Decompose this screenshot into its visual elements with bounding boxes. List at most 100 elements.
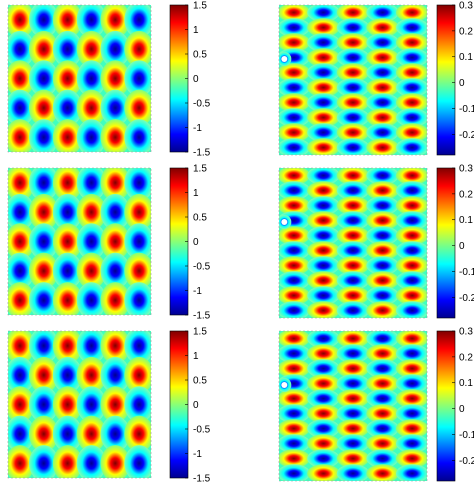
heatmap-cell bbox=[124, 356, 151, 394]
heatmap-panel-left-top: 1.5 1 0.5 0 -0.5 -1 -1.5 bbox=[0, 0, 237, 160]
colorbar bbox=[436, 4, 456, 156]
heatmap-cells bbox=[279, 168, 427, 318]
heatmap-cell bbox=[395, 301, 427, 318]
heatmap-cell bbox=[279, 138, 311, 155]
heatmap-cell bbox=[336, 331, 370, 348]
heatmap-cell bbox=[307, 93, 340, 112]
heatmap-cell bbox=[279, 359, 311, 378]
heatmap-cell bbox=[307, 271, 340, 290]
heatmap-cell bbox=[395, 168, 427, 185]
colorbar-tick-label: -0.5 bbox=[193, 99, 211, 110]
colorbar-tick-label: 0 bbox=[193, 237, 199, 248]
heatmap-cell bbox=[307, 123, 340, 142]
heatmap-cell bbox=[307, 331, 340, 348]
heatmap-cell bbox=[28, 193, 59, 231]
heatmap-cell bbox=[8, 5, 35, 38]
colorbar-tick-label: -0.1 bbox=[459, 104, 474, 115]
heatmap-cell bbox=[336, 464, 370, 481]
heatmap-cell bbox=[28, 252, 59, 290]
heatmap-cell bbox=[307, 464, 340, 481]
colorbar-tick-label: -0.5 bbox=[193, 425, 211, 436]
heatmap-cell bbox=[28, 415, 59, 453]
heatmap-cell bbox=[336, 241, 370, 260]
heatmap-cell bbox=[307, 449, 340, 468]
heatmap-cell bbox=[76, 282, 107, 315]
heatmap-cell bbox=[28, 223, 59, 260]
colorbar-tick-label: -0.2 bbox=[459, 130, 474, 141]
heatmap-cell bbox=[307, 286, 340, 305]
heatmap-cell bbox=[307, 344, 340, 363]
heatmap-cell bbox=[279, 286, 311, 305]
heatmap-cell bbox=[366, 241, 399, 260]
heatmap-cell bbox=[336, 108, 370, 127]
colorbar-tick-label: 1.5 bbox=[193, 1, 207, 12]
heatmap-cell bbox=[395, 123, 427, 142]
heatmap-cell bbox=[336, 123, 370, 142]
heatmap-cell bbox=[395, 389, 427, 408]
heatmap-cell bbox=[307, 419, 340, 438]
heatmap-cell bbox=[8, 223, 35, 260]
heatmap-cell bbox=[8, 386, 35, 423]
colorbar bbox=[436, 167, 456, 319]
heatmap-defect-core bbox=[281, 382, 288, 388]
heatmap-cell bbox=[395, 63, 427, 82]
heatmap-cell bbox=[28, 386, 59, 423]
heatmap-cell bbox=[366, 5, 399, 22]
heatmap-cell bbox=[366, 404, 399, 423]
heatmap-cell bbox=[28, 168, 59, 201]
colorbar-tick-label: 0 bbox=[193, 400, 199, 411]
colorbar-tick-label: -0.2 bbox=[459, 293, 474, 304]
heatmap-cells bbox=[8, 5, 151, 152]
heatmap-cell bbox=[395, 419, 427, 438]
heatmap-cell bbox=[100, 30, 131, 68]
heatmap-cell bbox=[8, 356, 35, 394]
heatmap-cell bbox=[279, 93, 311, 112]
heatmap-cell bbox=[76, 119, 107, 152]
heatmap-cells bbox=[8, 331, 151, 478]
heatmap-cell bbox=[336, 181, 370, 200]
heatmap-cell bbox=[279, 301, 311, 318]
heatmap-cell bbox=[307, 256, 340, 275]
heatmap-cell bbox=[366, 168, 399, 185]
heatmap-cell bbox=[8, 331, 35, 364]
heatmap-cell bbox=[124, 331, 151, 364]
colorbar-tick-label: -0.1 bbox=[459, 430, 474, 441]
heatmap-cell bbox=[279, 123, 311, 142]
colorbar-tick-label: 0.3 bbox=[459, 327, 473, 338]
heatmap-cell bbox=[279, 241, 311, 260]
heatmap-cell bbox=[76, 168, 107, 201]
heatmap-cell bbox=[279, 168, 311, 185]
heatmap-cell bbox=[395, 404, 427, 423]
heatmap-cell bbox=[336, 449, 370, 468]
heatmap-cell bbox=[100, 415, 131, 453]
colorbar-tick-label: 0.1 bbox=[459, 215, 473, 226]
plot-frame bbox=[7, 167, 152, 316]
heatmap-cell bbox=[100, 5, 131, 38]
heatmap-cell bbox=[100, 252, 131, 290]
heatmap-cell bbox=[395, 33, 427, 52]
heatmap-cell bbox=[336, 18, 370, 37]
heatmap-cell bbox=[8, 252, 35, 290]
heatmap-cell bbox=[366, 33, 399, 52]
heatmap-cell bbox=[366, 196, 399, 215]
heatmap-cell bbox=[28, 119, 59, 152]
heatmap-cell bbox=[395, 434, 427, 453]
heatmap-cell bbox=[366, 389, 399, 408]
heatmap-cell bbox=[279, 419, 311, 438]
heatmap-cells bbox=[8, 168, 151, 315]
heatmap-cell bbox=[336, 138, 370, 155]
heatmap-cell bbox=[279, 271, 311, 290]
heatmap-cell bbox=[395, 241, 427, 260]
heatmap-cell bbox=[28, 30, 59, 68]
heatmap-cell bbox=[307, 301, 340, 318]
colorbar-tick-label: -1.5 bbox=[193, 311, 211, 322]
heatmap-cell bbox=[336, 301, 370, 318]
colorbar-tick-label: 1 bbox=[193, 25, 199, 36]
heatmap-cell bbox=[366, 256, 399, 275]
heatmap-cell bbox=[366, 434, 399, 453]
heatmap-cell bbox=[124, 445, 151, 478]
heatmap-cell bbox=[8, 193, 35, 231]
heatmap-cell bbox=[366, 331, 399, 348]
heatmap-cell bbox=[366, 181, 399, 200]
heatmap-svg: 0.3 0.2 0.1 0 -0.1 -0.2 bbox=[278, 1, 474, 156]
